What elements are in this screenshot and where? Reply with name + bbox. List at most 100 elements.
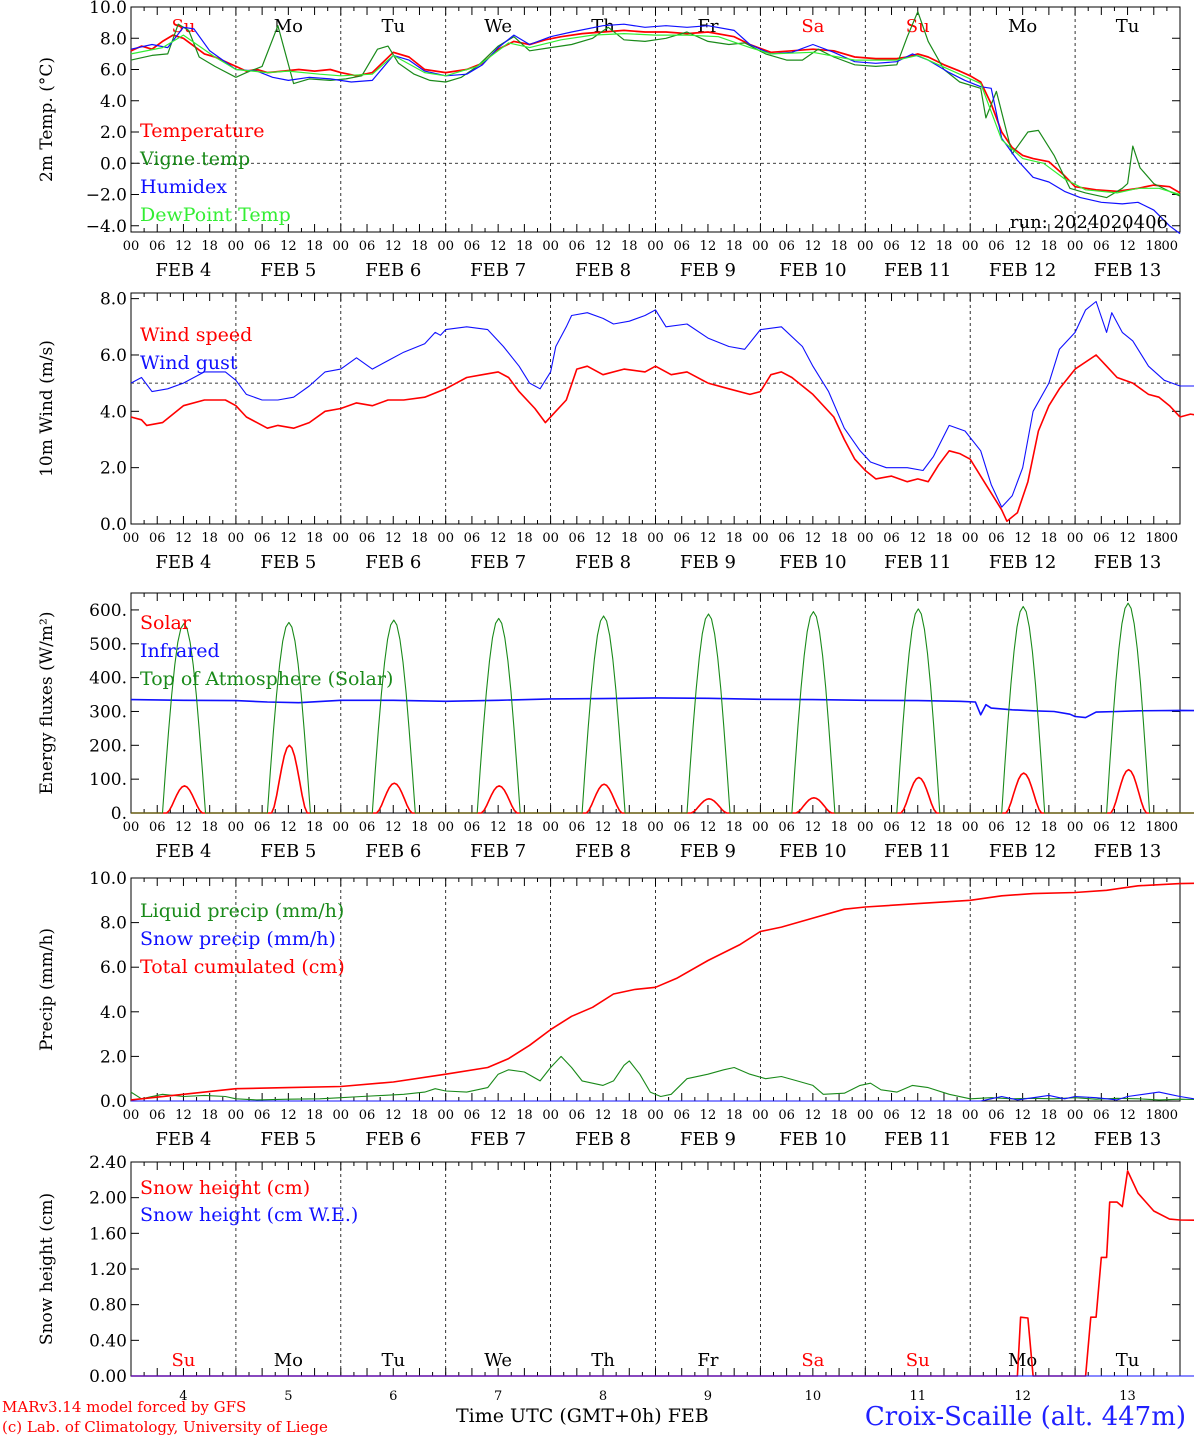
date-label: FEB 7 bbox=[470, 552, 526, 573]
hour-label: 00 bbox=[123, 820, 140, 835]
y-tick-label: 6.0 bbox=[100, 346, 127, 366]
hour-label: 06 bbox=[778, 820, 795, 835]
hour-label: 12 bbox=[805, 531, 822, 546]
date-label: FEB 13 bbox=[1094, 552, 1161, 573]
hour-label: 18 bbox=[516, 531, 533, 546]
hour-label: 06 bbox=[569, 531, 586, 546]
hour-label: 00 bbox=[437, 820, 454, 835]
y-axis-label: Precip (mm/h) bbox=[37, 928, 57, 1051]
hour-label: 12 bbox=[280, 820, 297, 835]
date-label: FEB 6 bbox=[365, 552, 421, 573]
date-label: FEB 5 bbox=[260, 1129, 316, 1150]
weekday-label: Sa bbox=[801, 1350, 824, 1371]
series-line bbox=[130, 697, 1194, 719]
hour-label: 06 bbox=[569, 820, 586, 835]
hour-label: 06 bbox=[883, 531, 900, 546]
hour-label: 06 bbox=[359, 1108, 376, 1123]
hour-label: 06 bbox=[464, 239, 481, 254]
hour-label: 06 bbox=[569, 1108, 586, 1123]
model-credit: MARv3.14 model forced by GFS bbox=[2, 1398, 247, 1416]
hour-label: 12 bbox=[1014, 531, 1031, 546]
date-label: FEB 11 bbox=[884, 1129, 951, 1150]
hour-label: 18 bbox=[726, 531, 743, 546]
hour-label: 00 bbox=[962, 531, 979, 546]
hour-label: 00 bbox=[857, 531, 874, 546]
hour-label: 06 bbox=[673, 820, 690, 835]
weekday-label: Su bbox=[906, 16, 930, 37]
hour-label: 18 bbox=[1146, 239, 1163, 254]
x-axis-title: Time UTC (GMT+0h) FEB bbox=[456, 1405, 709, 1427]
weekday-label: Tu bbox=[381, 1350, 405, 1371]
date-label: FEB 4 bbox=[155, 1129, 211, 1150]
date-label: FEB 12 bbox=[989, 260, 1056, 281]
legend-entry: Snow height (cm W.E.) bbox=[140, 1204, 358, 1226]
hour-label: 00 bbox=[752, 531, 769, 546]
legend-entry: Wind speed bbox=[140, 324, 252, 346]
date-label: FEB 5 bbox=[260, 841, 316, 862]
weekday-label: Th bbox=[591, 1350, 615, 1371]
hour-label: 06 bbox=[1093, 531, 1110, 546]
hour-label: 18 bbox=[411, 531, 428, 546]
hour-label: 06 bbox=[149, 239, 166, 254]
hour-label: 00 bbox=[962, 239, 979, 254]
y-tick-label: 6.0 bbox=[100, 61, 127, 81]
date-label: FEB 11 bbox=[884, 260, 951, 281]
hour-label: 12 bbox=[805, 1108, 822, 1123]
hour-label: 18 bbox=[411, 1108, 428, 1123]
y-tick-label: 0.40 bbox=[89, 1331, 127, 1351]
date-label: FEB 11 bbox=[884, 552, 951, 573]
hour-label: 18 bbox=[201, 820, 218, 835]
day-number: 6 bbox=[389, 1389, 397, 1404]
date-label: FEB 7 bbox=[470, 1129, 526, 1150]
hour-label: 00 bbox=[647, 820, 664, 835]
hour-label: 12 bbox=[175, 820, 192, 835]
y-tick-label: 0.80 bbox=[89, 1296, 127, 1316]
hour-label: 12 bbox=[700, 531, 717, 546]
day-number: 13 bbox=[1119, 1389, 1136, 1404]
hour-label: 00 bbox=[123, 239, 140, 254]
hour-label: 12 bbox=[1119, 820, 1136, 835]
hour-label: 12 bbox=[490, 531, 507, 546]
hour-label: 18 bbox=[1146, 820, 1163, 835]
series-line bbox=[130, 1055, 1194, 1101]
hour-label: 18 bbox=[831, 531, 848, 546]
date-label: FEB 6 bbox=[365, 841, 421, 862]
date-label: FEB 9 bbox=[680, 552, 736, 573]
hour-label: 12 bbox=[595, 820, 612, 835]
series-line bbox=[131, 1170, 1194, 1377]
y-tick-label: 0. bbox=[111, 804, 127, 824]
hour-label: 18 bbox=[411, 820, 428, 835]
hour-label: 00 bbox=[1067, 1108, 1084, 1123]
hour-label: 00 bbox=[857, 820, 874, 835]
weekday-label: Mo bbox=[274, 16, 303, 37]
hour-label: 00 bbox=[1161, 1108, 1178, 1123]
hour-label: 06 bbox=[359, 531, 376, 546]
hour-label: 12 bbox=[1119, 239, 1136, 254]
hour-label: 00 bbox=[647, 1108, 664, 1123]
series-line bbox=[131, 744, 1194, 814]
hour-label: 00 bbox=[647, 531, 664, 546]
weekday-label: Mo bbox=[1008, 1350, 1037, 1371]
y-tick-label: 300. bbox=[89, 702, 127, 722]
hour-label: 12 bbox=[595, 1108, 612, 1123]
date-label: FEB 7 bbox=[470, 260, 526, 281]
hour-label: 00 bbox=[333, 1108, 350, 1123]
hour-label: 06 bbox=[673, 239, 690, 254]
hour-label: 12 bbox=[1014, 1108, 1031, 1123]
y-tick-label: 8.0 bbox=[100, 290, 127, 310]
date-label: FEB 9 bbox=[680, 841, 736, 862]
y-tick-label: 4.0 bbox=[100, 1003, 127, 1023]
weekday-label: Mo bbox=[1008, 16, 1037, 37]
weekday-label: Su bbox=[906, 1350, 930, 1371]
date-label: FEB 13 bbox=[1094, 841, 1161, 862]
hour-label: 00 bbox=[333, 531, 350, 546]
hour-label: 06 bbox=[464, 1108, 481, 1123]
y-tick-label: −4.0 bbox=[86, 217, 127, 237]
y-axis-label: 10m Wind (m/s) bbox=[37, 340, 57, 477]
y-tick-label: −2.0 bbox=[86, 186, 127, 206]
y-tick-label: 100. bbox=[89, 770, 127, 790]
hour-label: 18 bbox=[621, 239, 638, 254]
hour-label: 00 bbox=[542, 239, 559, 254]
hour-label: 12 bbox=[175, 531, 192, 546]
hour-label: 00 bbox=[333, 820, 350, 835]
